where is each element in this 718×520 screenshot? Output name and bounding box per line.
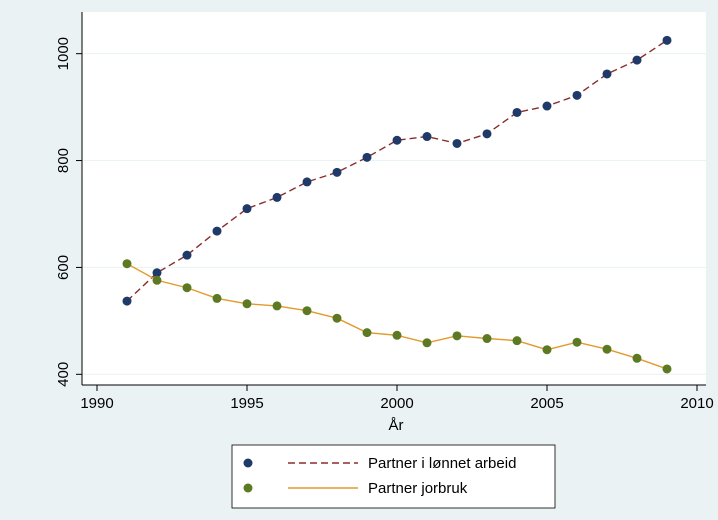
point <box>632 55 642 65</box>
plot-area <box>82 12 706 385</box>
point <box>662 364 672 374</box>
y-tick-label: 800 <box>55 148 72 173</box>
point <box>482 129 492 139</box>
x-tick-label: 2000 <box>380 395 413 412</box>
point <box>272 301 282 311</box>
point <box>332 167 342 177</box>
point <box>152 268 162 278</box>
point <box>242 299 252 309</box>
point <box>482 334 492 344</box>
point <box>422 132 432 142</box>
point <box>392 330 402 340</box>
point <box>512 107 522 117</box>
point <box>332 313 342 323</box>
x-tick-label: 1990 <box>80 395 113 412</box>
point <box>152 275 162 285</box>
point <box>362 328 372 338</box>
point <box>452 331 462 341</box>
point <box>302 177 312 187</box>
point <box>392 135 402 145</box>
y-tick-label: 400 <box>55 362 72 387</box>
point <box>242 204 252 214</box>
point <box>542 345 552 355</box>
legend-marker <box>243 483 253 493</box>
point <box>212 293 222 303</box>
x-tick-label: 2005 <box>530 395 563 412</box>
point <box>602 344 612 354</box>
point <box>182 283 192 293</box>
point <box>632 353 642 363</box>
y-tick-label: 600 <box>55 255 72 280</box>
point <box>422 338 432 348</box>
legend-label: Partner jorbruk <box>368 480 468 497</box>
legend <box>231 444 556 509</box>
point <box>212 226 222 236</box>
point <box>272 192 282 202</box>
point <box>182 250 192 260</box>
legend-marker <box>243 458 253 468</box>
y-tick-label: 1000 <box>55 37 72 70</box>
point <box>662 35 672 45</box>
point <box>122 296 132 306</box>
x-tick-label: 2010 <box>680 395 713 412</box>
point <box>452 138 462 148</box>
point <box>572 90 582 100</box>
point <box>302 306 312 316</box>
legend-label: Partner i lønnet arbeid <box>368 455 516 472</box>
x-axis-title: År <box>389 417 404 434</box>
point <box>542 101 552 111</box>
point <box>362 152 372 162</box>
x-tick-label: 1995 <box>230 395 263 412</box>
point <box>602 69 612 79</box>
point <box>572 337 582 347</box>
point <box>512 336 522 346</box>
point <box>122 259 132 269</box>
